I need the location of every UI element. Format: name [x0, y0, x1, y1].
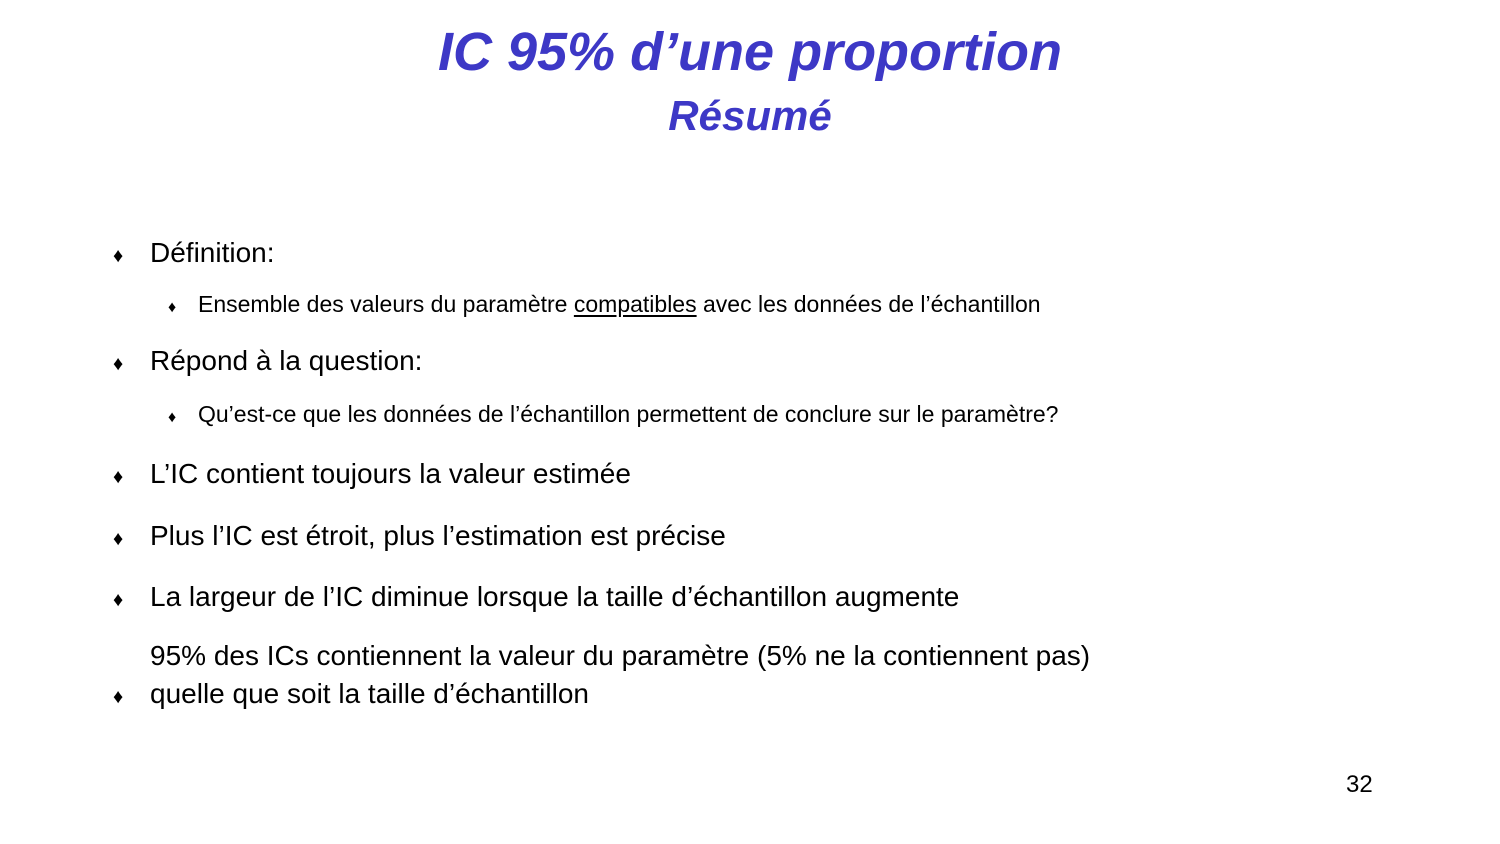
diamond-bullet-icon: ♦ — [113, 245, 124, 267]
diamond-bullet-icon: ♦ — [168, 299, 177, 316]
bullet-text: Définition: — [150, 237, 275, 268]
bullet-text-segment: avec les données de l’échantillon — [696, 291, 1041, 317]
bullet-largeur: ♦ La largeur de l’IC diminue lorsque la t… — [113, 580, 959, 614]
bullet-text: La largeur de l’IC diminue lorsque la ta… — [150, 581, 960, 612]
bullet-ic-contient: ♦ L’IC contient toujours la valeur estimé… — [113, 457, 631, 491]
diamond-bullet-icon: ♦ — [168, 409, 177, 426]
bullet-text: Ensemble des valeurs du paramètre compat… — [198, 291, 1041, 319]
bullet-text: Qu’est-ce que les données de l’échantill… — [198, 401, 1059, 427]
underlined-word: compatibles — [573, 291, 697, 317]
bullet-definition: ♦ Définition: — [113, 236, 275, 270]
bullet-repond: ♦ Répond à la question: — [113, 344, 422, 378]
bullet-text: 95% des ICs contiennent la valeur du par… — [150, 637, 1090, 713]
bullet-text-line: quelle que soit la taille d’échantillon — [150, 677, 589, 709]
diamond-bullet-icon: ♦ — [113, 353, 124, 375]
diamond-bullet-icon: ♦ — [113, 589, 124, 611]
bullet-95-pourcent: ♦ 95% des ICs contiennent la valeur du pa… — [113, 637, 1090, 713]
subbullet-ensemble: ♦ Ensemble des valeurs du paramètre compa… — [168, 291, 1041, 319]
diamond-bullet-icon: ♦ — [113, 528, 124, 550]
slide-title: IC 95% d’une proportion — [437, 22, 1062, 82]
diamond-bullet-icon: ♦ — [113, 466, 124, 488]
bullet-ic-etroit: ♦ Plus l’IC est étroit, plus l’estimation… — [113, 519, 726, 553]
bullet-text: Plus l’IC est étroit, plus l’estimation … — [150, 520, 726, 551]
bullet-text: L’IC contient toujours la valeur estimée — [150, 458, 631, 489]
bullet-text-line: 95% des ICs contiennent la valeur du par… — [150, 640, 1091, 671]
title-block: IC 95% d’une proportion Résumé — [0, 20, 1500, 141]
diamond-bullet-icon: ♦ — [113, 685, 124, 708]
page-number: 32 — [1346, 771, 1373, 798]
bullet-text-segment: Ensemble des valeurs du paramètre — [198, 291, 574, 317]
subbullet-question: ♦ Qu’est-ce que les données de l’échantil… — [168, 401, 1058, 429]
bullet-text: Répond à la question: — [150, 345, 423, 376]
slide-subtitle: Résumé — [668, 91, 832, 139]
